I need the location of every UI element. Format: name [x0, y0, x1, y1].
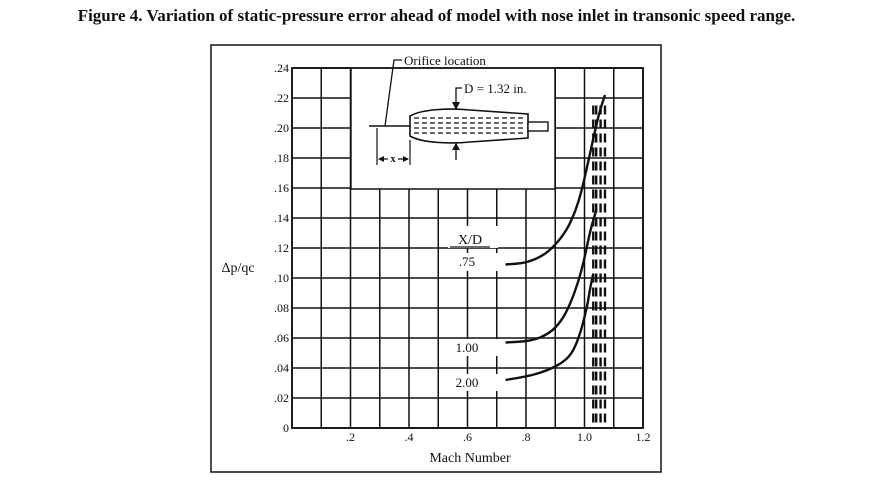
x-tick-label: .8: [522, 430, 531, 444]
label-background: [448, 339, 498, 356]
x-axis-label: Mach Number: [429, 451, 511, 466]
y-tick-label: .12: [274, 241, 289, 255]
y-tick-label: .06: [274, 331, 289, 345]
y-tick-label: .18: [274, 151, 289, 165]
legend-title: X/D: [458, 233, 482, 248]
curves: [505, 94, 607, 382]
orifice-location-label: Orifice location: [404, 53, 486, 68]
y-tick-label: .10: [274, 271, 289, 285]
y-tick-label: .04: [274, 361, 289, 375]
diameter-label: D = 1.32 in.: [464, 81, 527, 96]
x-tick-label: 1.0: [577, 430, 592, 444]
diameter-arrow-top: [452, 102, 460, 110]
x-dim-label-bg: [388, 153, 398, 164]
y-axis-label: Δp/qc: [221, 261, 254, 276]
series-line: [505, 94, 607, 266]
x-dim-arrow-left: [378, 156, 384, 162]
series-label: .75: [459, 254, 475, 269]
y-tick-label: .22: [274, 91, 289, 105]
y-tick-label: .20: [274, 121, 289, 135]
labels: 0 .02 .04 .06 .08 .10 .12 .14 .16 .18 .20 .22 .24 .2.…: [221, 61, 650, 466]
series-line: [505, 273, 595, 382]
label-background: [448, 226, 498, 248]
x-dim-arrow-right: [403, 156, 409, 162]
model-diagram: x Orifice location D = 1.32 in.: [369, 53, 549, 165]
orifice-leader: [384, 59, 402, 127]
x-tick-label: 1.2: [636, 430, 651, 444]
axes: [291, 67, 644, 429]
x-tick-label: .4: [405, 430, 414, 444]
y-tick-label: 0: [283, 421, 289, 435]
y-tick-label: .16: [274, 181, 289, 195]
label-background: [448, 253, 498, 271]
figure-title: Figure 4. Variation of static-pressure e…: [77, 6, 796, 25]
x-tick-label: .2: [346, 430, 355, 444]
series-label: 1.00: [456, 340, 479, 355]
y-tick-label: .08: [274, 301, 289, 315]
x-dim-label: x: [391, 154, 396, 165]
series-label: 2.00: [456, 375, 479, 390]
series-line: [505, 210, 598, 344]
dashed-reference-lines: [592, 105, 607, 428]
diameter-arrow-bottom: [452, 143, 460, 150]
y-tick-label: .02: [274, 391, 289, 405]
figure-frame: [210, 44, 662, 473]
y-tick-label: .14: [274, 211, 289, 225]
model-sting: [527, 121, 549, 132]
x-tick-label: .6: [463, 430, 472, 444]
plot-area-border: [291, 67, 644, 429]
label-background: [448, 374, 498, 391]
y-tick-label: .24: [274, 61, 289, 75]
model-body: [409, 108, 529, 144]
